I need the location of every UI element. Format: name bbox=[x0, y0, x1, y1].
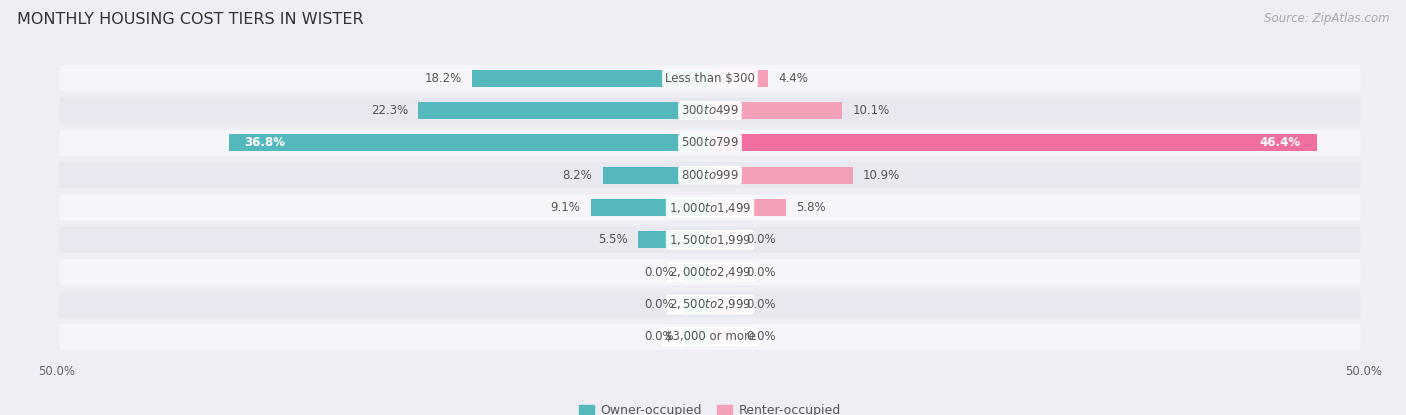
Text: 0.0%: 0.0% bbox=[747, 298, 776, 311]
Text: 5.5%: 5.5% bbox=[598, 233, 627, 247]
Text: $300 to $499: $300 to $499 bbox=[681, 104, 740, 117]
FancyBboxPatch shape bbox=[59, 195, 1361, 220]
FancyBboxPatch shape bbox=[59, 227, 1361, 253]
Text: 0.0%: 0.0% bbox=[747, 266, 776, 278]
Text: Source: ZipAtlas.com: Source: ZipAtlas.com bbox=[1264, 12, 1389, 25]
Text: 8.2%: 8.2% bbox=[562, 168, 592, 182]
Text: 4.4%: 4.4% bbox=[778, 72, 808, 85]
Text: 22.3%: 22.3% bbox=[371, 104, 408, 117]
Text: 0.0%: 0.0% bbox=[644, 298, 673, 311]
FancyBboxPatch shape bbox=[59, 292, 1361, 317]
Bar bbox=[419, 102, 710, 119]
Bar bbox=[229, 134, 710, 151]
Text: 5.8%: 5.8% bbox=[796, 201, 825, 214]
Bar bbox=[710, 232, 737, 248]
Legend: Owner-occupied, Renter-occupied: Owner-occupied, Renter-occupied bbox=[575, 399, 845, 415]
Text: $500 to $799: $500 to $799 bbox=[681, 137, 740, 149]
Bar bbox=[472, 70, 710, 87]
Bar bbox=[710, 328, 737, 345]
Bar bbox=[710, 296, 737, 313]
Text: $3,000 or more: $3,000 or more bbox=[665, 330, 755, 343]
Text: $2,000 to $2,499: $2,000 to $2,499 bbox=[669, 265, 751, 279]
Text: Less than $300: Less than $300 bbox=[665, 72, 755, 85]
Bar bbox=[638, 232, 710, 248]
Bar bbox=[710, 167, 852, 183]
Bar bbox=[683, 264, 710, 281]
Text: 36.8%: 36.8% bbox=[245, 137, 285, 149]
Bar bbox=[591, 199, 710, 216]
Text: 46.4%: 46.4% bbox=[1260, 137, 1301, 149]
FancyBboxPatch shape bbox=[59, 130, 1361, 156]
FancyBboxPatch shape bbox=[59, 98, 1361, 123]
FancyBboxPatch shape bbox=[59, 65, 1361, 91]
Text: $2,500 to $2,999: $2,500 to $2,999 bbox=[669, 298, 751, 312]
Text: $1,500 to $1,999: $1,500 to $1,999 bbox=[669, 233, 751, 247]
FancyBboxPatch shape bbox=[59, 162, 1361, 188]
Bar bbox=[710, 199, 786, 216]
Text: MONTHLY HOUSING COST TIERS IN WISTER: MONTHLY HOUSING COST TIERS IN WISTER bbox=[17, 12, 364, 27]
Bar bbox=[710, 134, 1317, 151]
Bar bbox=[710, 70, 768, 87]
Text: 10.1%: 10.1% bbox=[852, 104, 890, 117]
FancyBboxPatch shape bbox=[59, 324, 1361, 350]
Text: 9.1%: 9.1% bbox=[551, 201, 581, 214]
Text: 0.0%: 0.0% bbox=[644, 266, 673, 278]
Bar bbox=[603, 167, 710, 183]
Text: 18.2%: 18.2% bbox=[425, 72, 461, 85]
Bar bbox=[683, 328, 710, 345]
Text: 0.0%: 0.0% bbox=[644, 330, 673, 343]
Text: 0.0%: 0.0% bbox=[747, 233, 776, 247]
FancyBboxPatch shape bbox=[59, 259, 1361, 285]
Bar bbox=[710, 264, 737, 281]
Text: $800 to $999: $800 to $999 bbox=[681, 168, 740, 182]
Text: 10.9%: 10.9% bbox=[863, 168, 900, 182]
Bar bbox=[710, 102, 842, 119]
Bar bbox=[683, 296, 710, 313]
Text: 0.0%: 0.0% bbox=[747, 330, 776, 343]
Text: $1,000 to $1,499: $1,000 to $1,499 bbox=[669, 200, 751, 215]
